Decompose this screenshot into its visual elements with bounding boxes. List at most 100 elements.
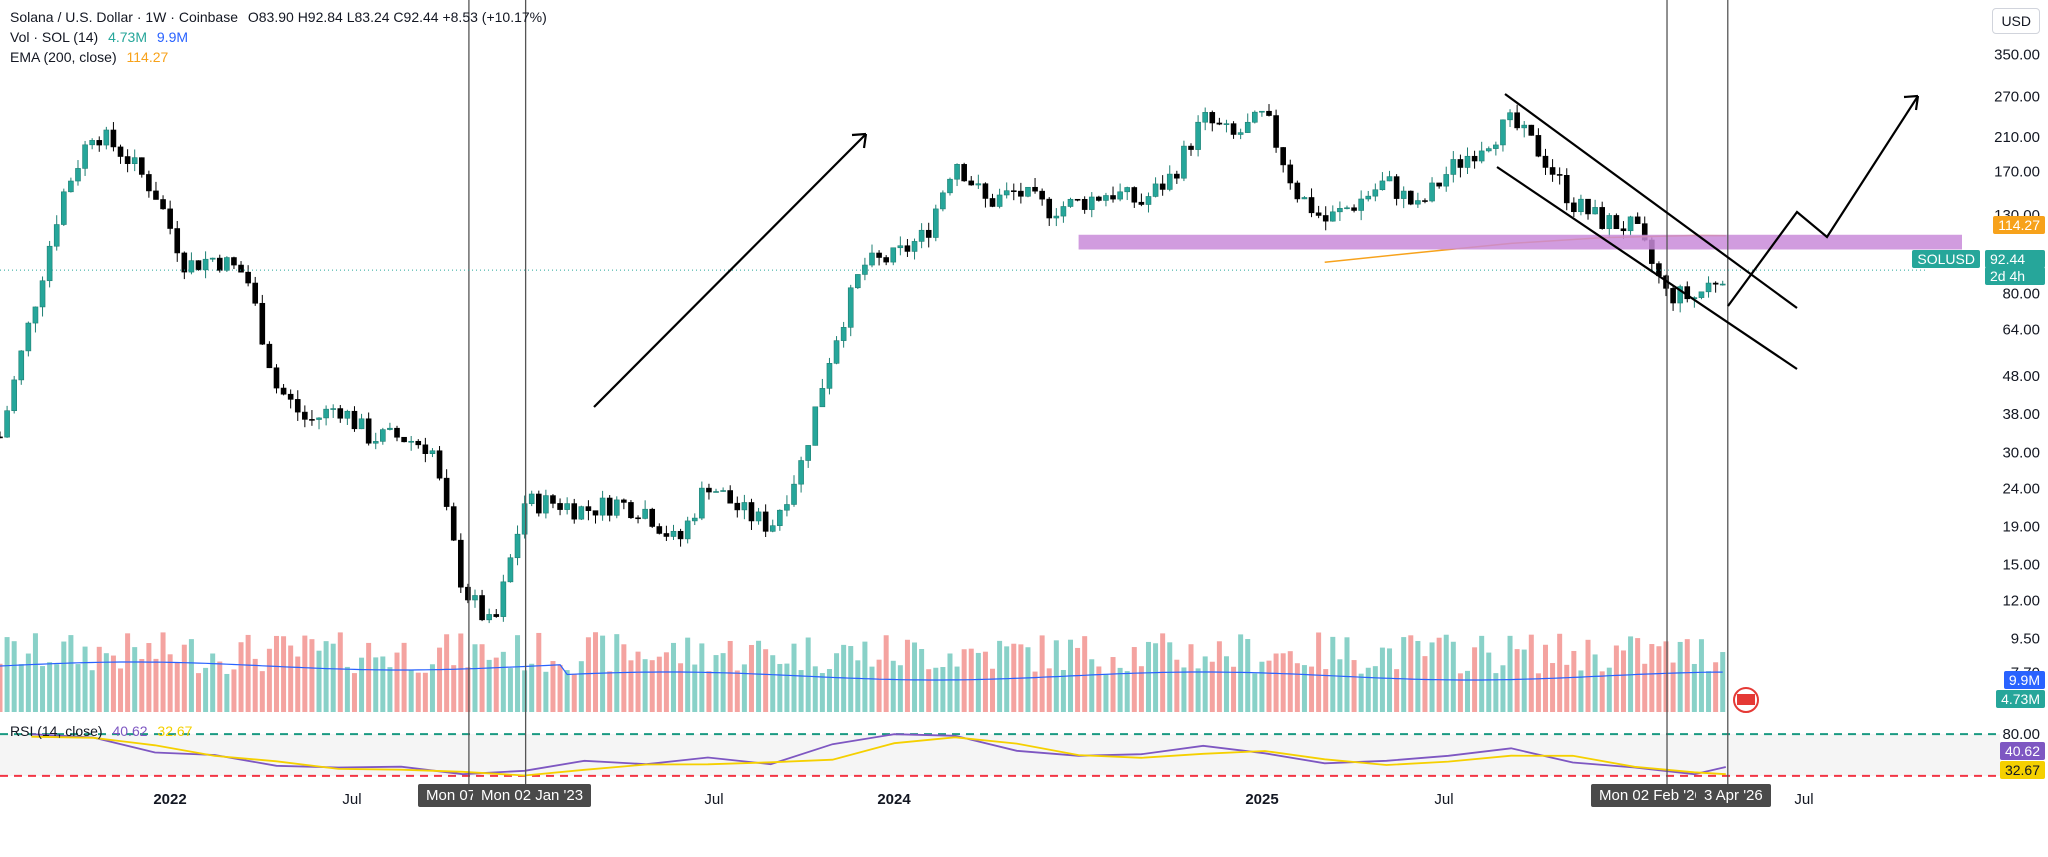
volume-bar bbox=[919, 649, 925, 712]
candle-body bbox=[550, 495, 556, 504]
volume-bar bbox=[408, 669, 414, 712]
volume-bar bbox=[1365, 667, 1371, 712]
countdown-tag: 2d 4h bbox=[1985, 267, 2045, 285]
candle-body bbox=[621, 499, 627, 503]
candle-body bbox=[1549, 167, 1556, 175]
volume-bar bbox=[437, 647, 443, 712]
price-tick-6: 80.00 bbox=[2002, 286, 2040, 303]
candle-body bbox=[436, 450, 443, 479]
rsi-value-a: 40.62 bbox=[112, 723, 148, 739]
volume-bar bbox=[1698, 639, 1704, 712]
volume-bar bbox=[359, 657, 365, 712]
volume-bar bbox=[557, 664, 563, 712]
candle-body bbox=[422, 444, 429, 454]
volume-bar bbox=[1075, 647, 1081, 712]
volume-bar bbox=[543, 671, 549, 712]
volume-bar bbox=[607, 671, 613, 712]
candle-body bbox=[1407, 190, 1414, 205]
candle-body bbox=[1223, 123, 1230, 125]
candle-body bbox=[1358, 198, 1364, 211]
volume-bar bbox=[1372, 666, 1378, 712]
volume-bar bbox=[465, 667, 471, 712]
volume-bar bbox=[1578, 670, 1584, 712]
volume-bar bbox=[1195, 668, 1201, 712]
time-tick-2: 2024 bbox=[877, 791, 911, 808]
candle-body bbox=[450, 506, 457, 541]
candle-body bbox=[543, 495, 549, 514]
legend-volume: Vol · SOL (14) 4.73M 9.9M bbox=[10, 28, 194, 46]
candle-body bbox=[280, 387, 287, 395]
candle-body bbox=[1542, 155, 1549, 168]
volume-bar bbox=[1039, 635, 1045, 712]
volume-bar bbox=[344, 666, 350, 712]
candle-body bbox=[932, 208, 939, 238]
candle-body bbox=[947, 178, 953, 194]
volume-bars bbox=[0, 632, 1726, 712]
candle-body bbox=[677, 530, 684, 540]
price-tick-0: 350.00 bbox=[1994, 47, 2040, 64]
candle-body bbox=[61, 191, 67, 225]
candle-body bbox=[394, 427, 400, 438]
volume-bar bbox=[1415, 640, 1421, 712]
price-tick-8: 48.00 bbox=[2002, 368, 2040, 385]
volume-bar bbox=[1635, 638, 1641, 712]
candle-body bbox=[592, 510, 599, 516]
price-tick-10: 30.00 bbox=[2002, 444, 2040, 461]
volume-bar bbox=[1486, 652, 1492, 712]
volume-bar bbox=[1720, 652, 1726, 712]
volume-bar bbox=[522, 670, 528, 712]
candle-body bbox=[1493, 144, 1499, 149]
volume-bar bbox=[337, 632, 343, 712]
volume-bar bbox=[1408, 635, 1414, 712]
volume-bar bbox=[968, 648, 974, 712]
candle-body bbox=[1365, 195, 1372, 200]
currency-button[interactable]: USD bbox=[1992, 8, 2040, 34]
candle-body bbox=[493, 614, 500, 617]
price-axis[interactable]: 350.00270.00210.00170.00130.00100.0080.0… bbox=[1994, 47, 2040, 744]
candle-body bbox=[465, 586, 471, 601]
volume-bar bbox=[281, 636, 287, 712]
candle-body bbox=[1606, 215, 1613, 229]
candle-body bbox=[401, 436, 407, 443]
volume-bar bbox=[1479, 635, 1485, 712]
volume-value-a: 4.73M bbox=[108, 29, 147, 45]
volume-bar bbox=[642, 659, 648, 712]
volume-bar bbox=[1209, 661, 1215, 712]
volume-bar bbox=[1677, 641, 1683, 712]
candle-body bbox=[1344, 207, 1350, 210]
volume-bar bbox=[309, 639, 315, 712]
volume-bar bbox=[472, 644, 478, 712]
volume-bar bbox=[507, 668, 513, 712]
candle-body bbox=[1613, 215, 1620, 230]
candle-body bbox=[1259, 110, 1265, 113]
volume-bar bbox=[1231, 666, 1237, 712]
candle-body bbox=[1060, 206, 1067, 217]
time-axis[interactable]: 2022 Jul 2024 Jul 2025 Jul Jul bbox=[153, 791, 1813, 808]
volume-bar bbox=[387, 667, 393, 712]
candle-body bbox=[25, 322, 32, 352]
candle-body bbox=[216, 257, 223, 271]
ohlc-values: O83.90 H92.84 L83.24 C92.44 +8.53 (+10.1… bbox=[247, 9, 547, 25]
volume-bar bbox=[1557, 633, 1563, 712]
rsi-value-b: 32.67 bbox=[157, 723, 193, 739]
volume-bar bbox=[812, 666, 818, 712]
candle-body bbox=[876, 252, 882, 258]
candle-body bbox=[89, 140, 95, 146]
volume-bar bbox=[777, 663, 783, 712]
volume-bar bbox=[1344, 637, 1350, 712]
vol-last-tag: 4.73M bbox=[1996, 690, 2045, 708]
candle-body bbox=[1471, 155, 1478, 162]
volume-bar bbox=[628, 660, 634, 712]
volume-bar bbox=[288, 645, 294, 712]
price-tick-2: 210.00 bbox=[1994, 129, 2040, 146]
volume-bar bbox=[1131, 647, 1137, 712]
volume-bar bbox=[1394, 669, 1400, 712]
candle-body bbox=[323, 408, 329, 419]
candle-body bbox=[1216, 122, 1223, 125]
candle-body bbox=[1159, 183, 1166, 190]
candle-body bbox=[68, 180, 74, 193]
date-tag-4: 3 Apr '26 bbox=[1696, 784, 1771, 807]
uptrend-arrow-line bbox=[593, 133, 867, 408]
candle-body bbox=[791, 483, 797, 505]
